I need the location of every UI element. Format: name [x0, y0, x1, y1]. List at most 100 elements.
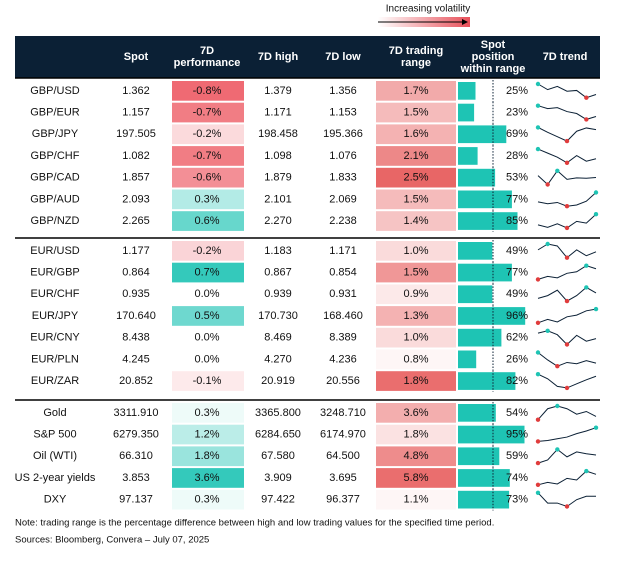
row-label: EUR/PLN — [31, 353, 79, 365]
trend-high — [584, 468, 589, 474]
cell-high: 3365.800 — [255, 407, 301, 419]
cell-low: 0.854 — [329, 266, 357, 278]
cell-low: 195.366 — [323, 128, 363, 140]
position-bar — [458, 372, 516, 390]
cell-range: 1.6% — [403, 128, 428, 140]
cell-high: 3.909 — [264, 472, 292, 484]
position-bar — [458, 307, 526, 325]
cell-perf: 0.0% — [194, 332, 219, 344]
cell-high: 97.422 — [261, 494, 295, 506]
trend-high — [535, 146, 541, 152]
cell-high: 170.730 — [258, 310, 298, 322]
column-header: 7D low — [325, 51, 361, 63]
column-header: 7D — [200, 45, 214, 57]
cell-low: 1.076 — [329, 150, 357, 162]
trend-high — [593, 306, 599, 312]
perf-cell — [172, 124, 244, 145]
position-bar — [458, 447, 500, 466]
cell-low: 64.500 — [326, 450, 360, 462]
trend-low — [535, 320, 541, 325]
position-label: 82% — [506, 375, 528, 387]
perf-cell — [172, 81, 244, 101]
range-cell — [376, 124, 456, 145]
legend-note: Increasing volatility — [386, 4, 470, 15]
cell-range: 1.4% — [403, 215, 428, 227]
trend-low — [564, 225, 570, 231]
position-label: 26% — [506, 353, 528, 365]
header-band — [15, 36, 600, 78]
cell-high: 1.098 — [264, 150, 292, 162]
cell-range: 2.5% — [403, 172, 428, 184]
cell-spot: 6279.350 — [113, 428, 159, 440]
cell-range: 4.8% — [403, 450, 428, 462]
cell-spot: 1.157 — [122, 106, 150, 118]
trend-high — [535, 103, 541, 108]
range-cell — [376, 349, 456, 370]
cell-spot: 97.137 — [119, 494, 153, 506]
cell-high: 1.379 — [264, 85, 292, 97]
cell-low: 20.556 — [326, 375, 360, 387]
cell-range: 1.5% — [403, 266, 428, 278]
cell-perf: -0.7% — [193, 106, 222, 118]
cell-perf: 0.3% — [194, 407, 219, 419]
range-cell — [376, 424, 456, 445]
position-bar — [458, 168, 496, 187]
trend-high — [584, 285, 589, 290]
cell-spot: 1.857 — [122, 172, 150, 184]
trend-high — [535, 350, 541, 355]
trend-low — [555, 364, 560, 369]
trend-line — [537, 405, 597, 421]
cell-low: 1.171 — [329, 245, 357, 257]
cell-spot: 197.505 — [116, 128, 156, 140]
row-label: GBP/NZD — [31, 215, 80, 227]
range-cell — [376, 489, 456, 510]
trend-high — [593, 425, 599, 430]
cell-perf: 0.0% — [194, 288, 219, 300]
cell-spot: 0.864 — [122, 266, 150, 278]
cell-low: 3.695 — [329, 472, 357, 484]
trend-low — [564, 204, 570, 209]
row-label: S&P 500 — [33, 428, 76, 440]
cell-low: 1.356 — [329, 85, 357, 97]
trend-low — [535, 460, 541, 466]
position-bar — [458, 125, 507, 144]
trend-high — [545, 328, 550, 333]
cell-range: 1.0% — [403, 245, 428, 257]
trend-low — [535, 277, 541, 282]
trend-line — [537, 352, 597, 367]
cell-range: 1.7% — [403, 85, 428, 97]
cell-spot: 0.935 — [122, 288, 150, 300]
range-cell — [376, 189, 456, 210]
row-label: EUR/CNY — [30, 332, 80, 344]
position-label: 69% — [506, 128, 528, 140]
cell-low: 4.236 — [329, 353, 357, 365]
cell-low: 0.931 — [329, 288, 357, 300]
position-bar — [458, 285, 493, 304]
cell-high: 198.458 — [258, 128, 298, 140]
perf-cell — [172, 167, 244, 188]
row-label: EUR/ZAR — [31, 375, 79, 387]
cell-perf: -0.1% — [193, 375, 222, 387]
position-label: 73% — [506, 494, 528, 506]
trend-low — [535, 417, 541, 422]
cell-perf: 1.8% — [194, 450, 219, 462]
cell-range: 1.8% — [403, 375, 428, 387]
cell-spot: 1.177 — [122, 245, 150, 257]
position-bar — [458, 404, 496, 422]
cell-low: 3248.710 — [320, 407, 366, 419]
range-cell — [376, 371, 456, 391]
row-label: Oil (WTI) — [33, 450, 77, 462]
cell-perf: -0.8% — [193, 85, 222, 97]
position-bar — [458, 212, 518, 230]
trend-low — [535, 439, 541, 444]
position-bar — [458, 425, 525, 444]
position-label: 25% — [506, 85, 528, 97]
cell-spot: 170.640 — [116, 310, 156, 322]
trend-high — [545, 241, 550, 247]
perf-cell — [172, 403, 244, 423]
row-label: Gold — [43, 407, 66, 419]
range-cell — [376, 211, 456, 231]
perf-cell — [172, 468, 244, 488]
cell-high: 1.879 — [264, 172, 292, 184]
cell-perf: 0.5% — [194, 310, 219, 322]
